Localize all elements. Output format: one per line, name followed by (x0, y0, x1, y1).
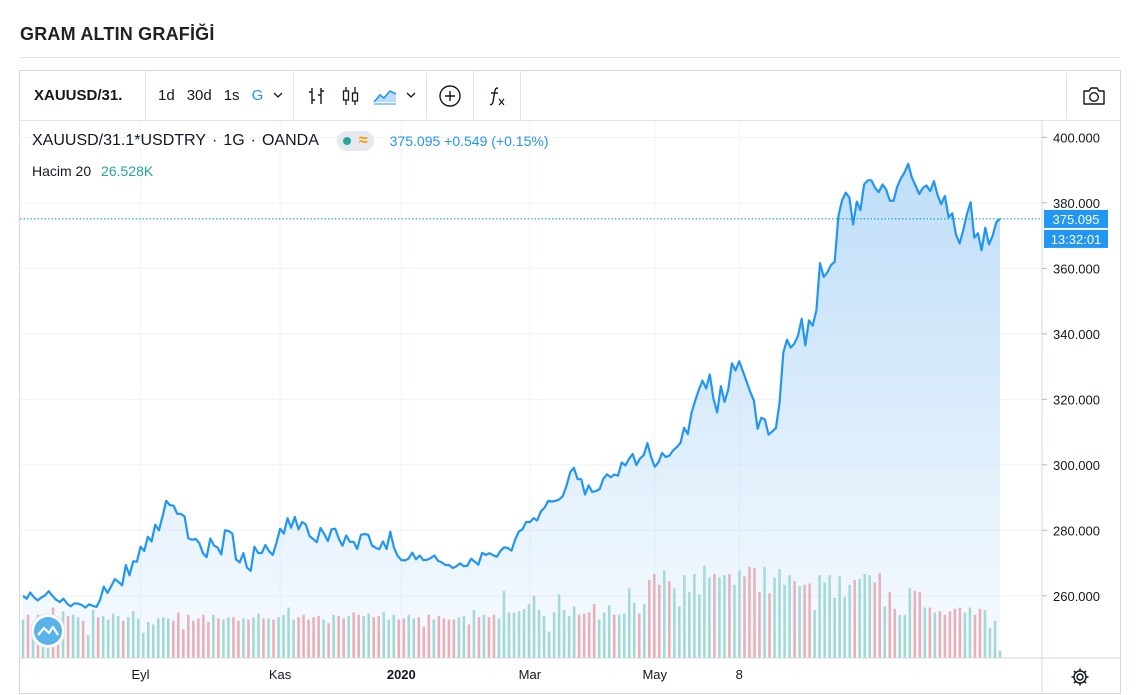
bar-countdown-label: 13:32:01 (1051, 232, 1102, 247)
time-tick-label: Mar (519, 667, 542, 682)
price-tick-label: 260.000 (1053, 589, 1100, 604)
price-tick-label: 400.000 (1053, 130, 1100, 145)
chevron-down-icon[interactable] (269, 90, 287, 101)
camera-icon[interactable] (1066, 71, 1120, 121)
chart-widget: XAUUSD/31. 1d 30d 1s G (19, 70, 1121, 694)
legend-change-pct: (+0.15%) (491, 133, 549, 149)
legend-separator: · (211, 132, 218, 149)
page-title: GRAM ALTIN GRAFİĞİ (20, 24, 215, 44)
price-tick-label: 360.000 (1053, 261, 1100, 276)
price-tick-label: 340.000 (1053, 327, 1100, 342)
price-line[interactable] (22, 162, 1001, 609)
logo-mark (37, 625, 59, 636)
market-open-icon (342, 137, 351, 145)
chart-toolbar: XAUUSD/31. 1d 30d 1s G (20, 70, 1120, 121)
legend-separator: · (250, 132, 256, 149)
last-price-badge (1044, 209, 1108, 228)
time-tick-label: Kas (269, 667, 292, 682)
legend-price-info: 375.095 +0.549 (+0.15%) (390, 133, 549, 149)
market-status-badge[interactable]: ≈ (336, 131, 374, 151)
legend-change: +0.549 (444, 133, 488, 149)
legend-price: 375.095 (389, 133, 441, 149)
function-group (474, 70, 522, 121)
price-tick-label: 320.000 (1053, 392, 1100, 407)
area-chart-icon[interactable] (368, 79, 402, 113)
bar-chart-icon[interactable] (300, 79, 334, 113)
countdown-badge (1044, 229, 1108, 248)
volume-label: Hacim 20 (32, 163, 92, 179)
range-g-button[interactable]: G (251, 87, 264, 104)
range-1d-button[interactable]: 1d (158, 87, 175, 104)
legend-symbol[interactable]: XAUUSD/31.1*USDTRY (32, 132, 206, 149)
delayed-data-icon: ≈ (358, 132, 368, 149)
price-tick-label: 280.000 (1053, 523, 1100, 538)
chart-type-group (294, 70, 428, 121)
symbol-search-button[interactable]: XAUUSD/31. (20, 70, 146, 121)
legend-interval: 1G (223, 132, 245, 149)
last-price-label: 375.095 (1053, 212, 1100, 227)
price-area (23, 163, 1000, 658)
price-tick-label: 300.000 (1053, 458, 1100, 473)
legend-exchange: OANDA (261, 132, 319, 149)
chart-type-chevron-icon[interactable] (402, 90, 420, 101)
candlestick-icon[interactable] (334, 79, 368, 113)
chart-legend: XAUUSD/31.1*USDTRY · 1G · OANDA ≈ 375.09… (32, 131, 548, 151)
range-30d-button[interactable]: 30d (186, 87, 212, 104)
time-tick-label: May (642, 667, 667, 682)
time-tick-label: 2020 (387, 667, 416, 682)
range-1s-button[interactable]: 1s (223, 87, 240, 104)
title-divider (20, 57, 1120, 58)
volume-legend: Hacim 20 26.528K (32, 163, 153, 179)
time-tick-label: 8 (736, 667, 743, 682)
price-chart[interactable]: 260.000 280.000 300.000 320.000 340.000 360.0… (20, 121, 1120, 693)
price-tick-label: 380.000 (1053, 196, 1100, 211)
indicator-group (427, 70, 475, 121)
function-icon[interactable] (480, 79, 514, 113)
settings-gear-icon[interactable] (1040, 661, 1120, 693)
volume-value: 26.528K (101, 163, 154, 179)
add-indicator-icon[interactable] (433, 79, 467, 113)
interval-group: 1d 30d 1s G (146, 70, 295, 121)
time-tick-label: Eyl (132, 667, 150, 682)
